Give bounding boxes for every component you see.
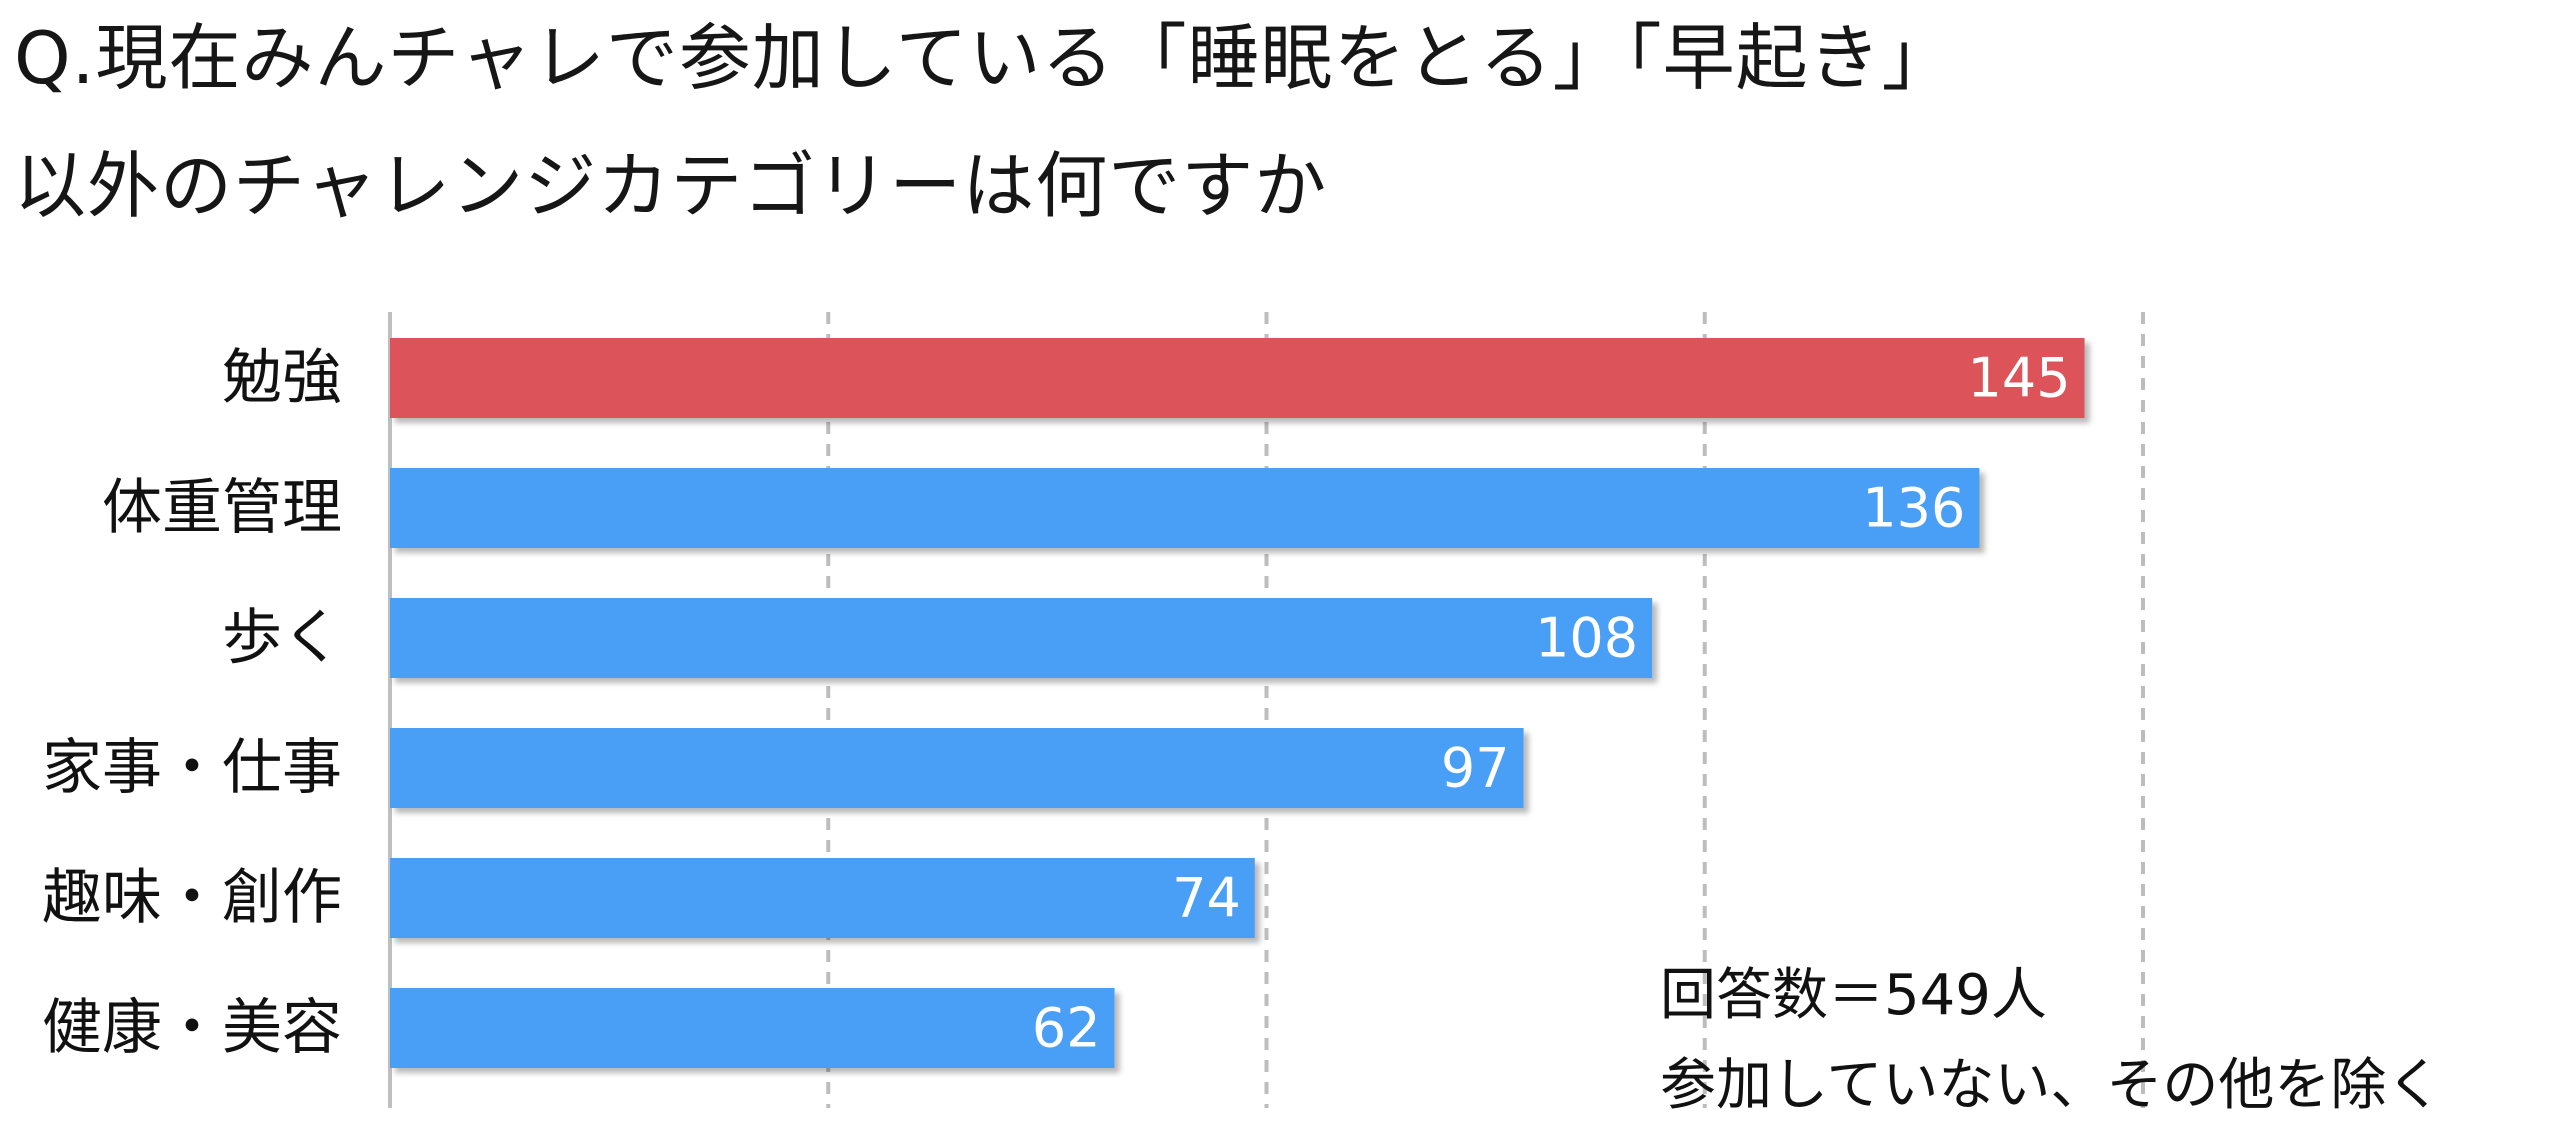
category-label-4: 家事・仕事: [42, 733, 342, 803]
exclusion-note: 参加していない、その他を除く: [1660, 1053, 2443, 1118]
chart-title-line-1: Q.現在みんチャレで参加している「睡眠をとる」「早起き」: [14, 16, 1955, 100]
data-label-2: 136: [1862, 477, 1965, 540]
bars: 145 136 108 97 74 62: [390, 338, 2085, 1068]
sample-size-note: 回答数＝549人: [1660, 963, 2047, 1028]
category-label-5: 趣味・創作: [42, 863, 342, 933]
data-label-5: 74: [1172, 867, 1241, 930]
bar-2: [390, 468, 1980, 548]
bar-1: [390, 338, 2085, 418]
category-label-3: 歩く: [222, 603, 342, 673]
category-label-2: 体重管理: [102, 473, 342, 543]
bar-3: [390, 598, 1653, 678]
data-label-3: 108: [1535, 607, 1638, 670]
bar-4: [390, 728, 1524, 808]
data-label-4: 97: [1441, 737, 1510, 800]
data-label-1: 145: [1967, 347, 2070, 410]
category-label-6: 健康・美容: [42, 993, 342, 1063]
bar-6: [390, 988, 1115, 1068]
gridlines: [388, 312, 2145, 1108]
data-label-6: 62: [1032, 997, 1101, 1060]
bar-5: [390, 858, 1255, 938]
chart-title-line-2: 以外のチャレンジカテゴリーは何ですか: [14, 144, 1328, 228]
category-label-1: 勉強: [222, 343, 342, 413]
